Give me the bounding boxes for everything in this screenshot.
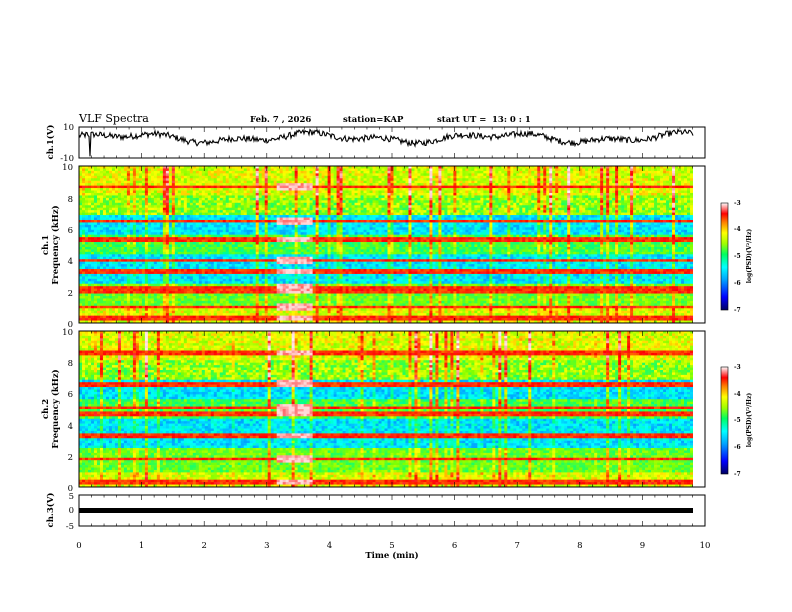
ch1-waveform-panel: 10 -10 ch.1(V)	[45, 123, 705, 164]
ch2-cb-tick-m6: -6	[734, 444, 741, 451]
ch1-cb-tick-m7: -7	[734, 307, 741, 314]
figure-title: VLF Spectra	[78, 112, 149, 125]
ch1-channel-label: ch.1	[41, 235, 51, 255]
ch3-ytick-m5: -5	[66, 522, 74, 532]
xtick-1: 1	[139, 541, 144, 551]
ch1-ytick-6: 6	[68, 226, 73, 236]
ch3-waveform-panel: 5 0 -5 ch.3(V)	[45, 492, 705, 532]
start-time-label: 13: 0 : 1	[492, 115, 531, 125]
ch1-ytick-8: 8	[68, 195, 73, 205]
ch1-freq-tick-labels: 10 8 6 4 2 0	[62, 163, 73, 330]
ch2-ytick-6: 6	[68, 390, 73, 400]
vlf-figure: VLF Spectra Feb. 7 , 2026 station=KAP st…	[0, 0, 792, 612]
ch2-colorbar	[721, 367, 728, 474]
ch1-ytick-top: 10	[63, 123, 74, 133]
xtick-6: 6	[452, 541, 457, 551]
ch1-ytick-10: 10	[62, 163, 73, 173]
station-label: station=KAP	[343, 115, 404, 125]
ch2-channel-label: ch.2	[41, 399, 51, 419]
ch2-freq-tick-labels: 10 8 6 4 2 0	[62, 328, 73, 494]
ch3-ylabel: ch.3(V)	[45, 493, 56, 528]
ch1-freq-axis-label: Frequency (kHz)	[50, 205, 61, 284]
ch1-ytick-2: 2	[68, 289, 73, 299]
ch2-spectrogram-image	[79, 331, 705, 487]
ch2-ytick-4: 4	[68, 422, 73, 432]
x-axis-tick-labels: 0 1 2 3 4 5 6 7 8 9 10	[76, 541, 710, 551]
ch2-ytick-10: 10	[62, 328, 73, 338]
ch1-waveform-line	[79, 129, 693, 156]
xtick-7: 7	[514, 541, 519, 551]
ch2-cb-tick-m4: -4	[734, 391, 741, 398]
xtick-5: 5	[389, 541, 394, 551]
ch3-waveform-band	[79, 508, 693, 513]
ch2-cb-tick-m7: -7	[734, 471, 741, 478]
ch2-cb-tick-m5: -5	[734, 417, 741, 424]
ch1-colorbar-label: log(PSD)(V²/Hz)	[746, 229, 753, 284]
xtick-10: 10	[700, 541, 711, 551]
ch1-spectrogram-image	[79, 166, 705, 323]
ch1-cb-tick-m6: -6	[734, 280, 741, 287]
x-axis-label: Time (min)	[365, 550, 418, 561]
ch1-ytick-4: 4	[68, 257, 73, 267]
date-label: Feb. 7 , 2026	[250, 115, 311, 125]
ch1-spectrogram-panel: 10 8 6 4 2 0 ch.1 Frequency (kHz) -3 -4 …	[41, 163, 753, 330]
ch1-cb-tick-m5: -5	[734, 253, 741, 260]
ch2-ytick-8: 8	[68, 359, 73, 369]
xtick-8: 8	[577, 541, 582, 551]
xtick-0: 0	[76, 541, 81, 551]
ch2-cb-tick-m3: -3	[734, 364, 741, 371]
xtick-9: 9	[640, 541, 645, 551]
ch1-cb-tick-m4: -4	[734, 226, 741, 233]
ch1-ylabel: ch.1(V)	[45, 125, 56, 160]
ch1-waveform-ticks	[79, 127, 705, 158]
ch1-colorbar	[721, 203, 728, 310]
ch1-cb-tick-m3: -3	[734, 200, 741, 207]
ch3-ytick-5: 5	[69, 492, 74, 502]
ch2-ytick-2: 2	[68, 453, 73, 463]
xtick-4: 4	[327, 541, 332, 551]
xtick-3: 3	[264, 541, 269, 551]
ch2-colorbar-label: log(PSD)(V²/Hz)	[746, 393, 753, 448]
ch2-spectrogram-panel: 10 8 6 4 2 0 ch.2 Frequency (kHz) -3 -4 …	[41, 328, 753, 494]
ch3-ytick-0: 0	[69, 506, 74, 516]
xtick-2: 2	[201, 541, 206, 551]
start-label: start UT =	[437, 115, 486, 125]
ch2-freq-axis-label: Frequency (kHz)	[50, 369, 61, 448]
